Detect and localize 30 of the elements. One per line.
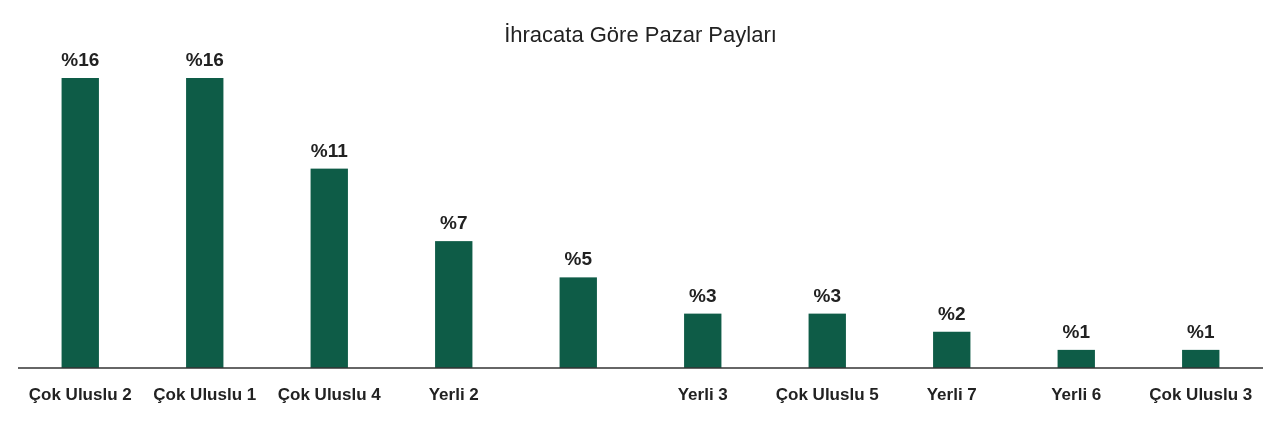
x-tick-label: Çok Uluslu 3	[1149, 385, 1253, 404]
bar	[186, 78, 224, 368]
data-label: %11	[310, 139, 349, 161]
x-tick-label: Çok Uluslu 2	[28, 385, 132, 404]
bar	[435, 241, 473, 368]
data-label: %5	[564, 248, 593, 270]
bar	[808, 313, 846, 368]
bar	[559, 277, 597, 368]
bar	[310, 168, 348, 368]
chart-title: İhracata Göre Pazar Payları	[504, 22, 777, 47]
data-label: %16	[185, 49, 224, 70]
data-label: %3	[813, 284, 841, 306]
x-tick-label: Çok Uluslu 5	[775, 385, 879, 404]
bar	[1057, 349, 1095, 368]
bar	[61, 78, 99, 368]
bar	[1182, 349, 1220, 368]
data-label: %2	[938, 302, 966, 324]
data-label: %7	[440, 212, 468, 234]
data-label: %1	[1187, 320, 1215, 342]
x-tick-label: Yerli 7	[926, 385, 977, 404]
data-label: %1	[1062, 320, 1091, 342]
x-tick-label: Yerli 2	[428, 385, 479, 404]
bar	[933, 331, 971, 368]
x-tick-label: Çok Uluslu 4	[277, 385, 382, 404]
x-tick-label: Çok Uluslu 1	[153, 385, 257, 404]
data-label: %3	[689, 284, 717, 306]
data-label: %16	[61, 49, 100, 70]
x-tick-label: Yerli 6	[1051, 385, 1102, 404]
bar	[684, 313, 722, 368]
x-tick-label: Yerli 3	[677, 385, 728, 404]
